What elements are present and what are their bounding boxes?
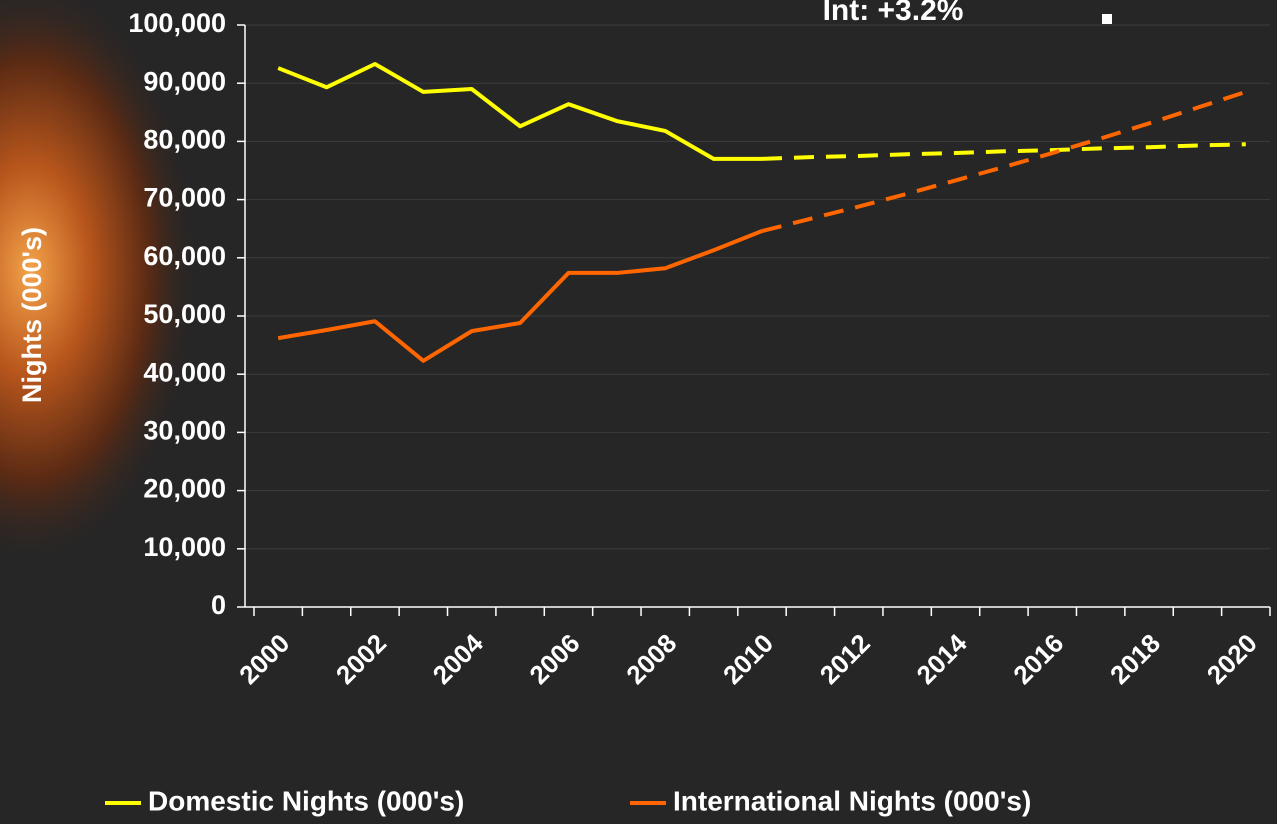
y-tick-label: 10,000 xyxy=(143,532,226,562)
y-tick-label: 40,000 xyxy=(143,357,226,387)
background-glow xyxy=(0,0,200,570)
legend-label: International Nights (000's) xyxy=(673,785,1031,816)
y-tick-label: 80,000 xyxy=(143,125,226,155)
y-tick-label: 70,000 xyxy=(143,183,226,213)
y-tick-label: 0 xyxy=(211,590,226,620)
series-line xyxy=(277,61,762,161)
annotation: Int: +3.2% xyxy=(823,0,964,27)
y-tick-label: 90,000 xyxy=(143,66,226,96)
y-tick-label: 100,000 xyxy=(128,8,226,38)
y-axis-label: Nights (000's) xyxy=(17,227,47,403)
y-tick-label: 30,000 xyxy=(143,416,226,446)
decoration xyxy=(1102,14,1112,24)
y-tick-label: 50,000 xyxy=(143,299,226,329)
legend-label: Domestic Nights (000's) xyxy=(148,785,464,816)
y-tick-label: 60,000 xyxy=(143,241,226,271)
forecast-line xyxy=(761,142,1246,161)
series-line xyxy=(277,229,763,363)
y-tick-label: 20,000 xyxy=(143,474,226,504)
forecast-line xyxy=(761,90,1247,233)
